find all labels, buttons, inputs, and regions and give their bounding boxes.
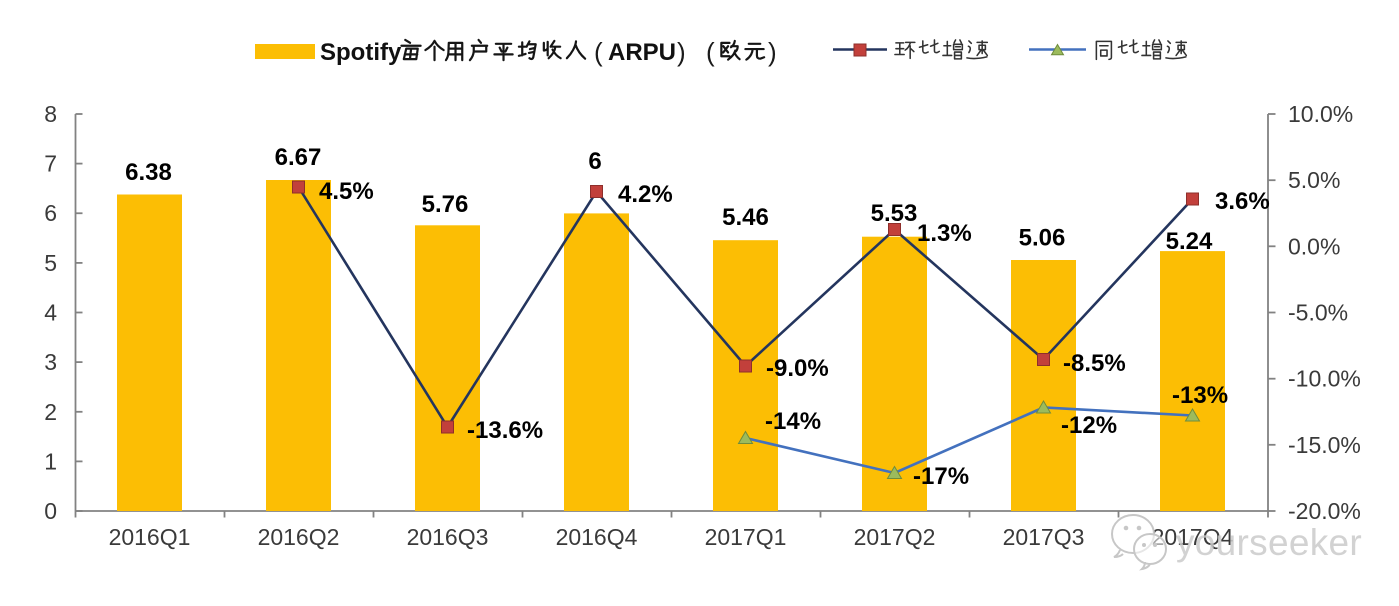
svg-text:2: 2: [44, 399, 57, 425]
svg-text:3.6%: 3.6%: [1215, 188, 1270, 215]
svg-text:3: 3: [44, 349, 57, 375]
svg-text:-13%: -13%: [1172, 382, 1228, 409]
svg-text:yourseeker: yourseeker: [1176, 522, 1362, 563]
svg-text:-14%: -14%: [765, 408, 821, 435]
svg-text:2016Q2: 2016Q2: [258, 524, 340, 550]
svg-text:6.67: 6.67: [275, 144, 322, 171]
svg-text:-9.0%: -9.0%: [766, 355, 829, 382]
svg-text:-8.5%: -8.5%: [1063, 350, 1126, 377]
svg-text:6: 6: [588, 148, 601, 175]
svg-text:2016Q1: 2016Q1: [109, 524, 191, 550]
svg-text:4: 4: [44, 300, 57, 326]
svg-text:(: (: [706, 37, 715, 67]
svg-text:2016Q3: 2016Q3: [407, 524, 489, 550]
svg-text:4.2%: 4.2%: [618, 181, 673, 208]
svg-text:(: (: [594, 37, 603, 67]
svg-text:ARPU: ARPU: [608, 39, 676, 66]
svg-text:-10.0%: -10.0%: [1288, 366, 1361, 392]
svg-text:-12%: -12%: [1061, 412, 1117, 439]
svg-text:4.5%: 4.5%: [319, 178, 374, 205]
svg-text:2016Q4: 2016Q4: [556, 524, 638, 550]
svg-text:-17%: -17%: [913, 463, 969, 490]
svg-text:2017Q2: 2017Q2: [854, 524, 936, 550]
svg-text:2017Q3: 2017Q3: [1003, 524, 1085, 550]
svg-text:1: 1: [44, 448, 57, 474]
svg-text:5: 5: [44, 250, 57, 276]
svg-text:10.0%: 10.0%: [1288, 101, 1353, 127]
svg-text:0: 0: [44, 498, 57, 524]
svg-text:-13.6%: -13.6%: [467, 417, 543, 444]
svg-text:5.06: 5.06: [1019, 225, 1066, 252]
svg-text:5.46: 5.46: [722, 204, 769, 231]
svg-text:): ): [768, 37, 777, 67]
svg-text:6: 6: [44, 200, 57, 226]
svg-text:1.3%: 1.3%: [917, 220, 972, 247]
svg-text:6.38: 6.38: [125, 159, 172, 186]
svg-text:-15.0%: -15.0%: [1288, 432, 1361, 458]
svg-text:7: 7: [44, 151, 57, 177]
svg-text:): ): [677, 37, 686, 67]
svg-text:0.0%: 0.0%: [1288, 233, 1340, 259]
svg-text:Spotify: Spotify: [320, 39, 402, 66]
svg-text:-5.0%: -5.0%: [1288, 300, 1348, 326]
svg-text:8: 8: [44, 101, 57, 127]
svg-text:5.24: 5.24: [1166, 228, 1213, 255]
svg-text:5.0%: 5.0%: [1288, 167, 1340, 193]
svg-text:5.53: 5.53: [871, 200, 918, 227]
svg-text:2017Q1: 2017Q1: [705, 524, 787, 550]
svg-text:5.76: 5.76: [422, 191, 469, 218]
svg-text:-20.0%: -20.0%: [1288, 498, 1361, 524]
